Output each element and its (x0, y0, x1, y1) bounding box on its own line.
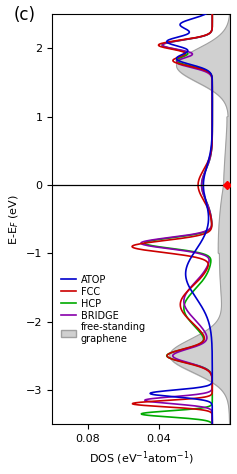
Line: ATOP: ATOP (150, 8, 212, 424)
Line: HCP: HCP (141, 8, 212, 424)
ATOP (210, 5, 213, 10)
ATOP (208, 156, 210, 162)
FCC (211, 5, 214, 10)
ATOP (202, 179, 205, 185)
Line: FCC: FCC (132, 8, 212, 424)
X-axis label: DOS (eV$^{-1}$atom$^{-1}$): DOS (eV$^{-1}$atom$^{-1}$) (89, 449, 194, 467)
BRIDGE (181, 63, 184, 68)
ATOP (191, 396, 194, 401)
BRIDGE (151, 396, 154, 401)
Legend: ATOP, FCC, HCP, BRIDGE, free-standing
graphene: ATOP, FCC, HCP, BRIDGE, free-standing gr… (57, 271, 150, 348)
BRIDGE (204, 168, 207, 174)
FCC (211, 421, 214, 427)
BRIDGE (211, 105, 214, 111)
Y-axis label: E-E$_F$ (eV): E-E$_F$ (eV) (7, 194, 21, 245)
ATOP (204, 168, 207, 174)
BRIDGE (211, 421, 214, 427)
FCC (211, 105, 214, 111)
FCC (184, 63, 187, 68)
FCC (208, 156, 210, 162)
FCC (191, 396, 193, 401)
BRIDGE (201, 179, 203, 185)
HCP (201, 179, 203, 185)
ATOP (211, 421, 214, 427)
HCP (187, 63, 189, 68)
FCC (197, 179, 200, 185)
Line: BRIDGE: BRIDGE (141, 8, 212, 424)
HCP (211, 421, 214, 427)
HCP (204, 168, 207, 174)
HCP (211, 396, 214, 401)
HCP (211, 105, 214, 111)
HCP (209, 156, 211, 162)
Text: (c): (c) (13, 6, 35, 24)
BRIDGE (211, 5, 214, 10)
ATOP (192, 63, 195, 68)
FCC (201, 168, 204, 174)
BRIDGE (209, 156, 211, 162)
ATOP (211, 105, 214, 111)
HCP (211, 5, 214, 10)
